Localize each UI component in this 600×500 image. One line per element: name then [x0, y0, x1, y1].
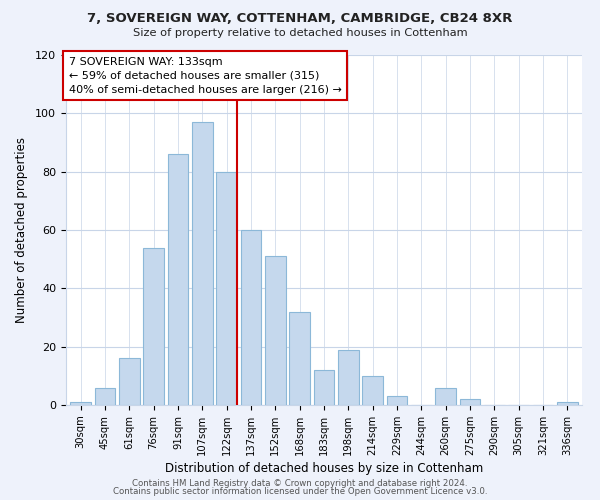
- Bar: [338, 350, 359, 405]
- Bar: [143, 248, 164, 405]
- Text: Contains public sector information licensed under the Open Government Licence v3: Contains public sector information licen…: [113, 487, 487, 496]
- Bar: [265, 256, 286, 405]
- Text: 7, SOVEREIGN WAY, COTTENHAM, CAMBRIDGE, CB24 8XR: 7, SOVEREIGN WAY, COTTENHAM, CAMBRIDGE, …: [88, 12, 512, 26]
- Bar: [216, 172, 237, 405]
- Bar: [314, 370, 334, 405]
- Y-axis label: Number of detached properties: Number of detached properties: [15, 137, 28, 323]
- Bar: [289, 312, 310, 405]
- Bar: [436, 388, 456, 405]
- Text: Size of property relative to detached houses in Cottenham: Size of property relative to detached ho…: [133, 28, 467, 38]
- X-axis label: Distribution of detached houses by size in Cottenham: Distribution of detached houses by size …: [165, 462, 483, 475]
- Bar: [362, 376, 383, 405]
- Bar: [460, 399, 481, 405]
- Bar: [167, 154, 188, 405]
- Bar: [119, 358, 140, 405]
- Bar: [241, 230, 262, 405]
- Bar: [192, 122, 212, 405]
- Bar: [95, 388, 115, 405]
- Bar: [70, 402, 91, 405]
- Bar: [386, 396, 407, 405]
- Text: 7 SOVEREIGN WAY: 133sqm
← 59% of detached houses are smaller (315)
40% of semi-d: 7 SOVEREIGN WAY: 133sqm ← 59% of detache…: [68, 57, 341, 95]
- Bar: [557, 402, 578, 405]
- Text: Contains HM Land Registry data © Crown copyright and database right 2024.: Contains HM Land Registry data © Crown c…: [132, 478, 468, 488]
